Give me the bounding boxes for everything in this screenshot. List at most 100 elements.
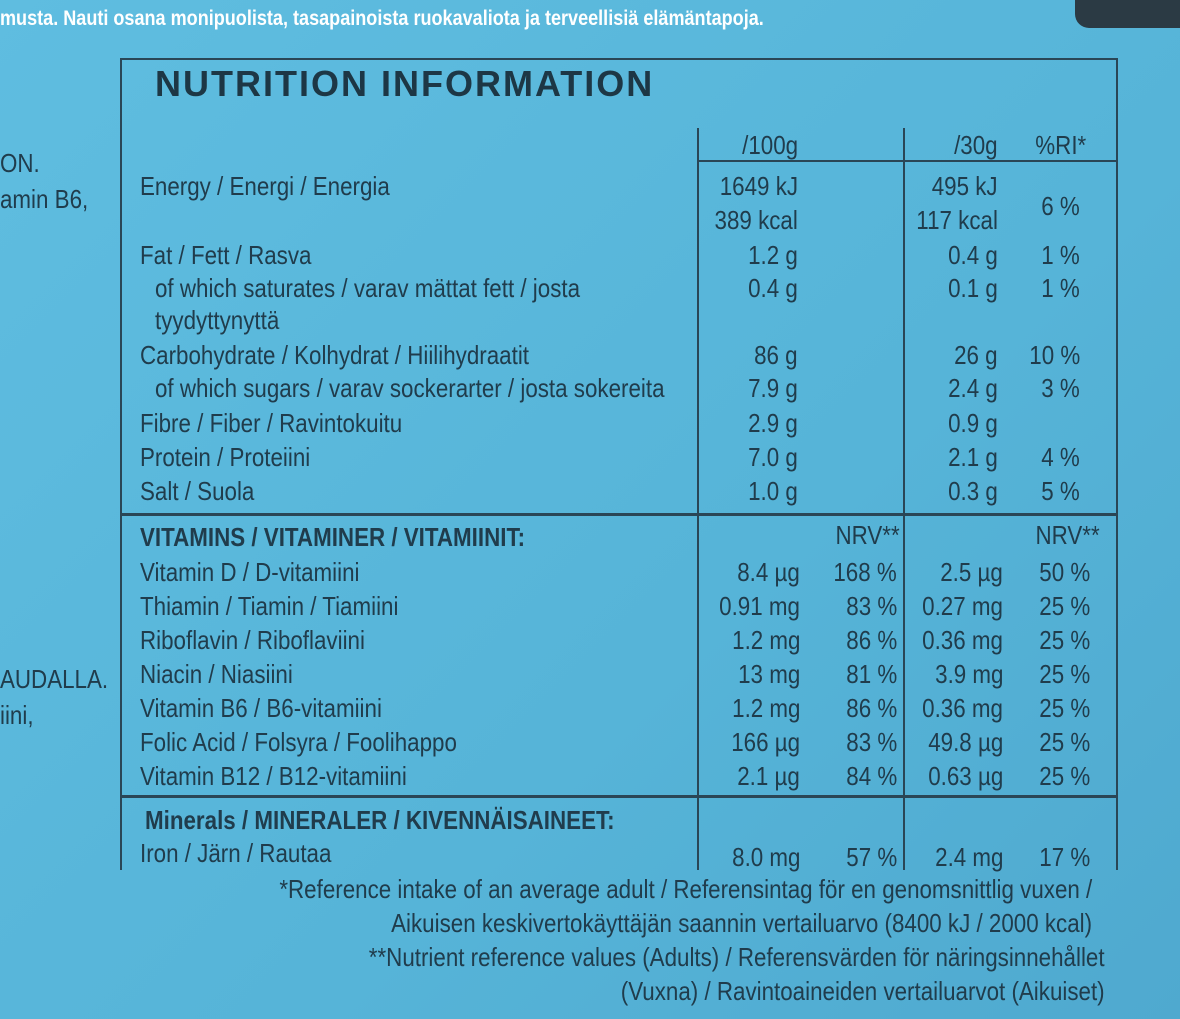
value-100g: 2.9 g: [748, 408, 798, 438]
nrv-100g: 168 %: [833, 557, 897, 587]
header-rule: [697, 160, 1116, 162]
side-text: iini,: [0, 700, 34, 730]
value-30g: 2.4 g: [948, 373, 998, 403]
nutrient-name: Salt / Suola: [140, 476, 255, 506]
column-rule: [697, 128, 699, 870]
column-header: %RI*: [1035, 130, 1086, 160]
nutrient-name: Folic Acid / Folsyra / Foolihappo: [140, 727, 457, 757]
ri-percent: 4 %: [1041, 442, 1080, 472]
nutrient-name: tyydyttynyttä: [155, 305, 280, 335]
nrv-30g: 50 %: [1039, 557, 1090, 587]
value-100g: 389 kcal: [714, 205, 798, 235]
nrv-30g: 25 %: [1039, 761, 1090, 791]
side-text: ON.: [0, 148, 40, 178]
footnote: Aikuisen keskivertokäyttäjän saannin ver…: [391, 908, 1092, 938]
value-30g: 117 kcal: [916, 205, 998, 235]
ri-percent: 6 %: [1041, 191, 1080, 221]
value-100g: 86 g: [754, 340, 798, 370]
frame: [1116, 58, 1118, 870]
nrv-100g: 83 %: [846, 591, 897, 621]
ri-percent: 1 %: [1041, 240, 1080, 270]
section-heading: Minerals / MINERALER / KIVENNÄISAINEET:: [145, 805, 615, 835]
ri-percent: 3 %: [1041, 373, 1080, 403]
frame: [120, 58, 122, 870]
nutrient-name: Vitamin B12 / B12-vitamiini: [140, 761, 407, 791]
value-30g: 0.1 g: [948, 273, 998, 303]
side-text: AUDALLA.: [0, 664, 109, 694]
nrv-30g: 17 %: [1039, 842, 1090, 872]
nutrient-name: Vitamin B6 / B6-vitamiini: [140, 693, 382, 723]
value-30g: 0.27 mg: [922, 591, 1003, 621]
nrv-30g: 25 %: [1039, 591, 1090, 621]
nrv-30g: 25 %: [1039, 659, 1090, 689]
nrv-30g: 25 %: [1039, 727, 1090, 757]
nutrient-name: Fat / Fett / Rasva: [140, 240, 312, 270]
value-100g: 166 µg: [731, 727, 800, 757]
value-100g: 13 mg: [737, 659, 800, 689]
value-100g: 1.2 g: [748, 240, 798, 270]
nutrient-name: Carbohydrate / Kolhydrat / Hiilihydraati…: [140, 340, 530, 370]
value-100g: 8.0 mg: [731, 842, 800, 872]
value-30g: 495 kJ: [932, 171, 998, 201]
value-100g: 2.1 µg: [737, 761, 800, 791]
section-rule: [120, 513, 1116, 516]
value-100g: 1.0 g: [748, 476, 798, 506]
value-100g: 8.4 µg: [737, 557, 800, 587]
value-100g: 7.0 g: [748, 442, 798, 472]
nutrient-name: Vitamin D / D-vitamiini: [140, 557, 360, 587]
footnote: *Reference intake of an average adult / …: [279, 874, 1092, 904]
nutrient-name: of which saturates / varav mättat fett /…: [155, 273, 581, 303]
nrv-header: NRV**: [1035, 520, 1100, 550]
value-30g: 2.1 g: [948, 442, 998, 472]
nutrient-name: Iron / Järn / Rautaa: [140, 838, 332, 868]
nutrient-name: Niacin / Niasiini: [140, 659, 293, 689]
nrv-30g: 25 %: [1039, 625, 1090, 655]
dark-panel: [1075, 0, 1180, 28]
value-30g: 26 g: [954, 340, 998, 370]
top-text: musta. Nauti osana monipuolista, tasapai…: [0, 7, 764, 30]
section-heading: VITAMINS / VITAMINER / VITAMIINIT:: [140, 522, 526, 552]
nutrient-name: Energy / Energi / Energia: [140, 171, 390, 201]
column-rule: [903, 128, 905, 870]
nrv-100g: 86 %: [846, 693, 897, 723]
value-30g: 0.63 µg: [927, 761, 1003, 791]
nrv-header: NRV**: [835, 520, 900, 550]
footnote: (Vuxna) / Ravintoaineiden vertailuarvot …: [621, 976, 1105, 1006]
value-100g: 0.4 g: [748, 273, 798, 303]
nutrient-name: Thiamin / Tiamin / Tiamiini: [140, 591, 399, 621]
nutrient-name: Riboflavin / Riboflaviini: [140, 625, 365, 655]
nutrient-name: of which sugars / varav sockerarter / jo…: [155, 373, 665, 403]
nutrient-name: Fibre / Fiber / Ravintokuitu: [140, 408, 403, 438]
column-header: /30g: [954, 130, 998, 160]
title: NUTRITION INFORMATION: [155, 63, 655, 104]
value-30g: 2.5 µg: [940, 557, 1003, 587]
value-30g: 0.3 g: [948, 476, 998, 506]
value-30g: 0.4 g: [948, 240, 998, 270]
ri-percent: 10 %: [1029, 340, 1080, 370]
value-100g: 1649 kJ: [719, 171, 798, 201]
top-band: musta. Nauti osana monipuolista, tasapai…: [0, 0, 1180, 34]
value-100g: 0.91 mg: [719, 591, 800, 621]
section-rule: [120, 795, 1116, 798]
value-30g: 0.36 mg: [922, 625, 1003, 655]
value-100g: 1.2 mg: [731, 693, 800, 723]
footnote: **Nutrient reference values (Adults) / R…: [369, 942, 1105, 972]
frame: [120, 58, 1118, 60]
ri-percent: 5 %: [1041, 476, 1080, 506]
value-30g: 0.9 g: [948, 408, 998, 438]
value-100g: 1.2 mg: [731, 625, 800, 655]
side-text: amin B6,: [0, 184, 89, 214]
nrv-100g: 84 %: [846, 761, 897, 791]
nrv-100g: 57 %: [846, 842, 897, 872]
value-100g: 7.9 g: [748, 373, 798, 403]
nrv-100g: 81 %: [846, 659, 897, 689]
value-30g: 0.36 mg: [922, 693, 1003, 723]
value-30g: 2.4 mg: [934, 842, 1003, 872]
nutrient-name: Protein / Proteiini: [140, 442, 311, 472]
column-header: /100g: [742, 130, 798, 160]
value-30g: 49.8 µg: [927, 727, 1003, 757]
value-30g: 3.9 mg: [934, 659, 1003, 689]
nrv-100g: 83 %: [846, 727, 897, 757]
ri-percent: 1 %: [1041, 273, 1080, 303]
